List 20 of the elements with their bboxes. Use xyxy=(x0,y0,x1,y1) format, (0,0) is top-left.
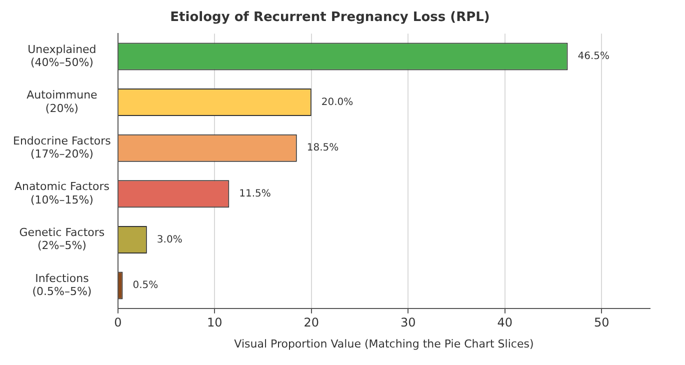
x-tick-label: 40 xyxy=(497,316,513,330)
data-label: 18.5% xyxy=(306,142,339,154)
data-label: 3.0% xyxy=(156,234,182,246)
chart-title: Etiology of Recurrent Pregnancy Loss (RPL) xyxy=(170,10,490,26)
data-label: 46.5% xyxy=(578,51,610,62)
x-tick-label: 50 xyxy=(594,316,610,330)
y-tick-label: Unexplained (40%–50%) xyxy=(28,42,96,69)
y-tick-label: Endocrine Factors (17%–20%) xyxy=(12,134,112,161)
data-label: 11.5% xyxy=(239,188,271,200)
data-label: 20.0% xyxy=(321,96,354,108)
x-tick-label: 20 xyxy=(304,316,320,330)
x-tick-label: 10 xyxy=(207,316,222,330)
data-label: 0.5% xyxy=(132,280,158,292)
y-tick-label: Anatomic Factors (10%–15%) xyxy=(14,180,110,206)
x-tick-label: 0 xyxy=(114,316,122,330)
y-tick-label: Genetic Factors (2%–5%) xyxy=(19,226,105,252)
y-tick-label: Infections (0.5%–5%) xyxy=(32,272,92,298)
y-tick-label: Autoimmune (20%) xyxy=(26,88,98,115)
x-tick-label: 30 xyxy=(400,316,416,330)
x-axis-title: Visual Proportion Value (Matching the Pie Chart Slices) xyxy=(234,337,534,350)
